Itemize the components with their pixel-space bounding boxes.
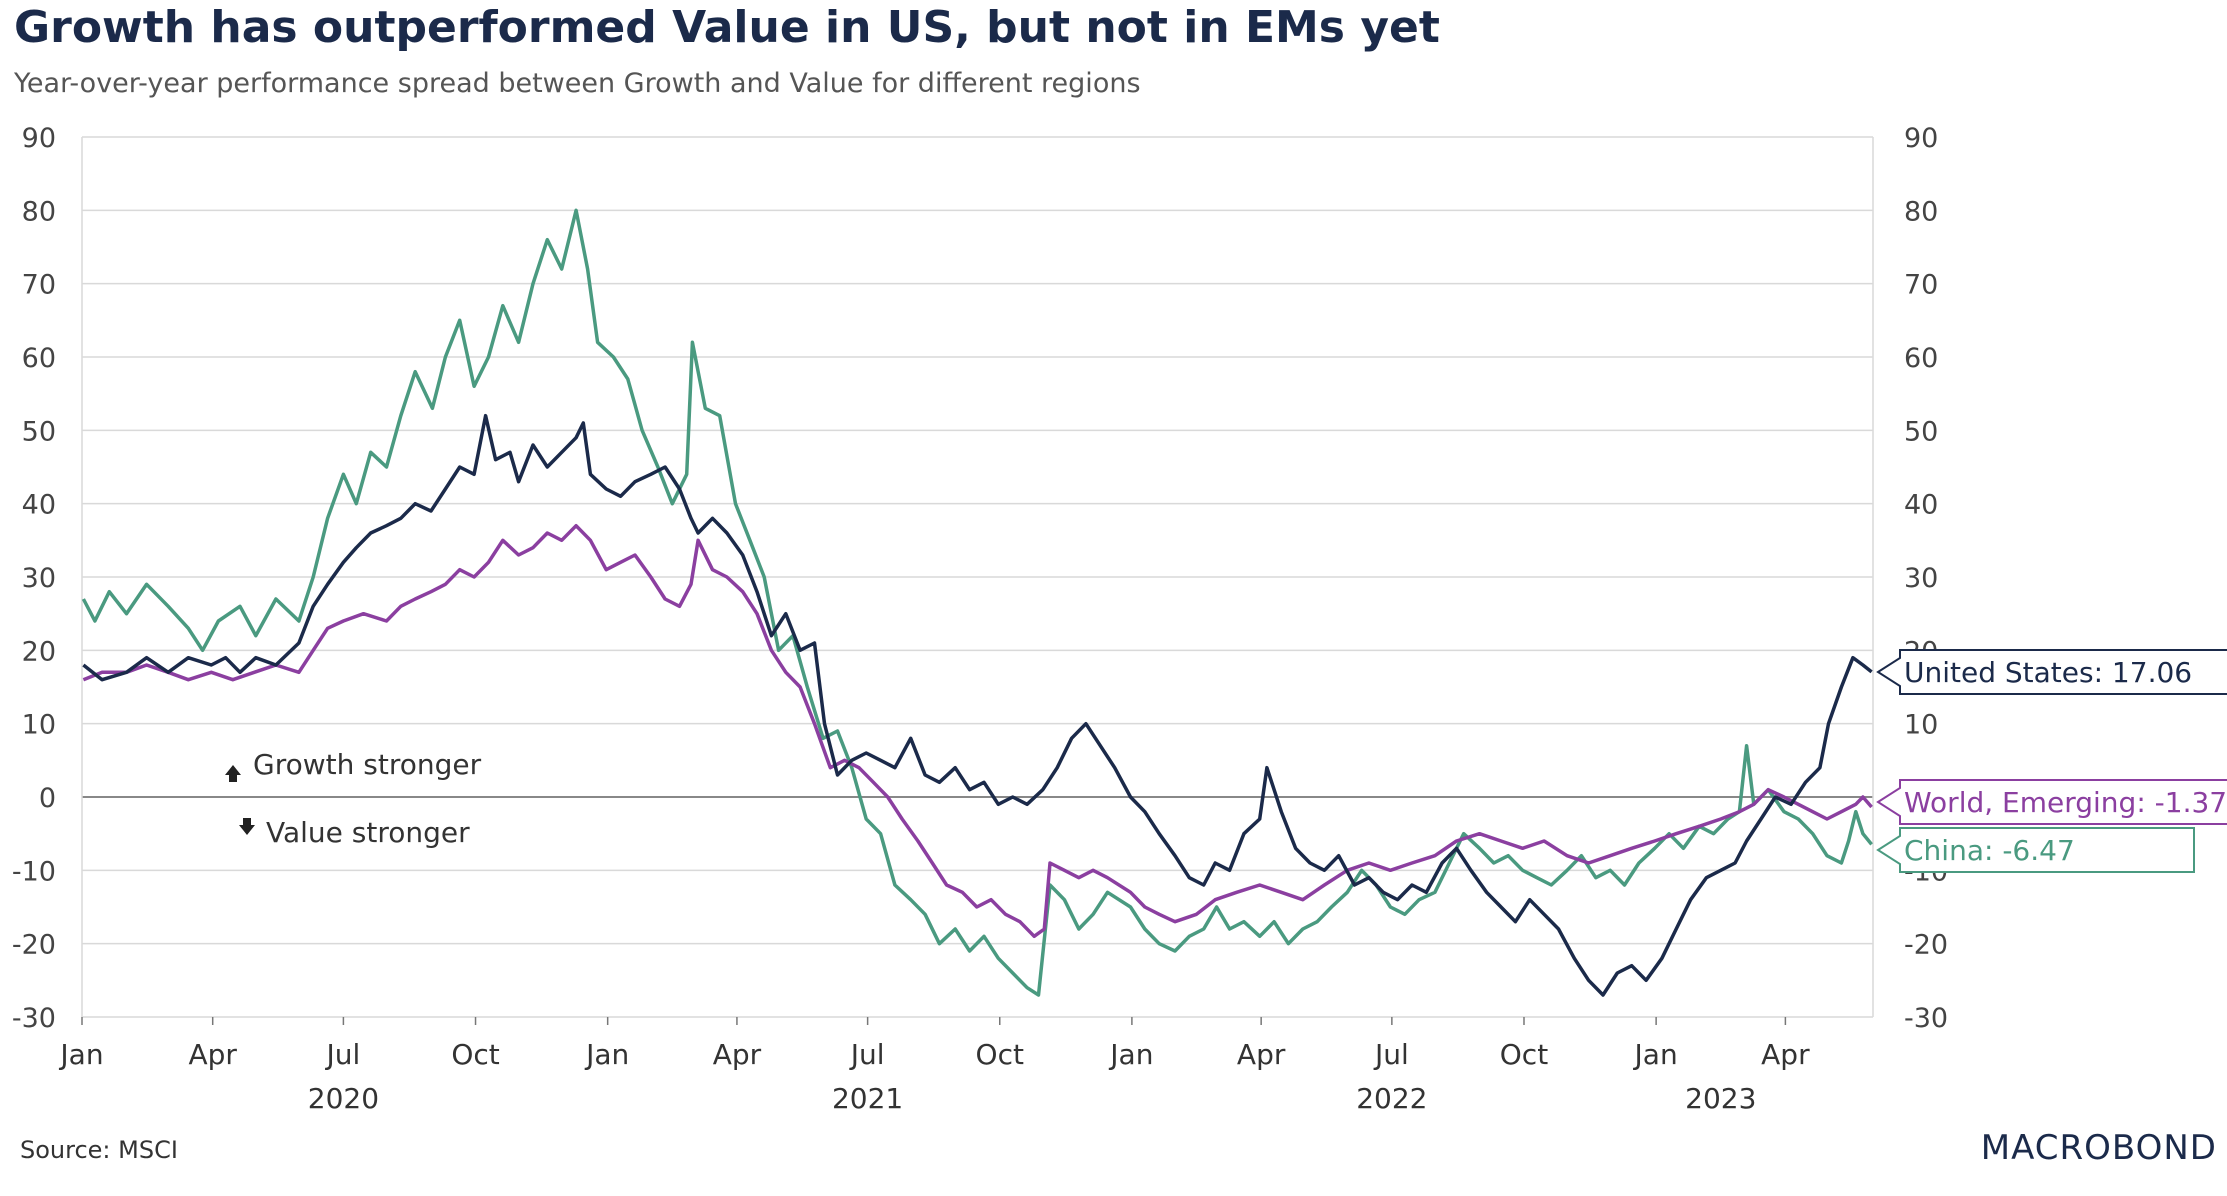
y-tick-label-left: 40: [22, 490, 56, 521]
y-tick-label-left: 90: [22, 123, 56, 154]
x-year-label: 2022: [1356, 1082, 1427, 1115]
chart-title: Growth has outperformed Value in US, but…: [14, 2, 1440, 53]
x-tick-label: Apr: [1761, 1038, 1810, 1071]
arrow-down-icon: [239, 818, 255, 835]
y-tick-label-right: -20: [1904, 930, 1948, 961]
x-year-label: 2020: [308, 1082, 379, 1115]
y-tick-label-right: 70: [1904, 270, 1938, 301]
callout-box-china: [1876, 827, 2195, 873]
x-tick-label: Jan: [1108, 1038, 1153, 1071]
y-tick-label-left: 80: [22, 196, 56, 227]
series-line-china: [81, 208, 1873, 997]
x-tick-label: Apr: [188, 1038, 237, 1071]
chart-subtitle: Year-over-year performance spread betwee…: [14, 68, 1141, 99]
x-tick-label: Jan: [58, 1038, 103, 1071]
brand-logo: MACROBOND: [1980, 1128, 2217, 1168]
x-tick-label: Apr: [1237, 1038, 1286, 1071]
x-tick-label: Jan: [584, 1038, 629, 1071]
x-tick-label: Oct: [1500, 1038, 1548, 1071]
callout-text-us: United States: 17.06: [1904, 656, 2192, 689]
label-china: China: -6.47: [1876, 827, 2195, 873]
y-tick-label-right: 90: [1904, 123, 1938, 154]
y-tick-label-left: 20: [22, 636, 56, 667]
annotations: Growth stronger Value stronger: [225, 748, 482, 849]
y-tick-label-right: 80: [1904, 196, 1938, 227]
x-year-label: 2021: [832, 1082, 903, 1115]
x-year-label: 2023: [1685, 1082, 1756, 1115]
series-end-labels: China: -6.47 World, Emerging: -1.37 United…: [1876, 649, 2227, 873]
label-world_em: World, Emerging: -1.37: [1876, 779, 2227, 825]
series-line-world_em: [82, 523, 1873, 939]
y-tick-label-right: 10: [1904, 710, 1938, 741]
x-tick-label: Apr: [713, 1038, 762, 1071]
label-us: United States: 17.06: [1876, 649, 2227, 695]
y-tick-label-right: 30: [1904, 563, 1938, 594]
y-tick-label-left: 60: [22, 343, 56, 374]
axes: 90908080707060605050404030302020101000-1…: [12, 123, 1948, 1115]
y-tick-label-right: 50: [1904, 416, 1938, 447]
y-tick-label-left: -20: [12, 930, 56, 961]
y-tick-label-right: -30: [1904, 1003, 1948, 1034]
gridlines: [82, 136, 1873, 1018]
x-tick-label: Jul: [324, 1038, 360, 1071]
arrow-up-icon: [225, 765, 241, 782]
value-stronger-label: Value stronger: [266, 816, 470, 849]
callout-text-china: China: -6.47: [1904, 834, 2075, 867]
y-tick-label-left: 50: [22, 416, 56, 447]
x-tick-label: Jan: [1633, 1038, 1678, 1071]
x-tick-label: Jul: [1373, 1038, 1409, 1071]
series-lines: [81, 208, 1873, 997]
callout-box-world_em: [1876, 779, 2227, 825]
y-tick-label-right: 60: [1904, 343, 1938, 374]
y-tick-label-left: 10: [22, 710, 56, 741]
callout-text-world_em: World, Emerging: -1.37: [1904, 786, 2227, 819]
growth-stronger-label: Growth stronger: [253, 748, 482, 781]
x-tick-label: Oct: [976, 1038, 1024, 1071]
x-tick-label: Oct: [451, 1038, 499, 1071]
y-tick-label-left: 30: [22, 563, 56, 594]
y-tick-label-right: 40: [1904, 490, 1938, 521]
y-tick-label-left: 70: [22, 270, 56, 301]
callout-box-us: [1876, 649, 2227, 695]
x-tick-label: Jul: [849, 1038, 885, 1071]
y-tick-label-left: 0: [39, 783, 56, 814]
y-tick-label-left: -10: [12, 856, 56, 887]
series-line-us: [82, 413, 1873, 997]
source-note: Source: MSCI: [20, 1136, 178, 1164]
y-tick-label-left: -30: [12, 1003, 56, 1034]
